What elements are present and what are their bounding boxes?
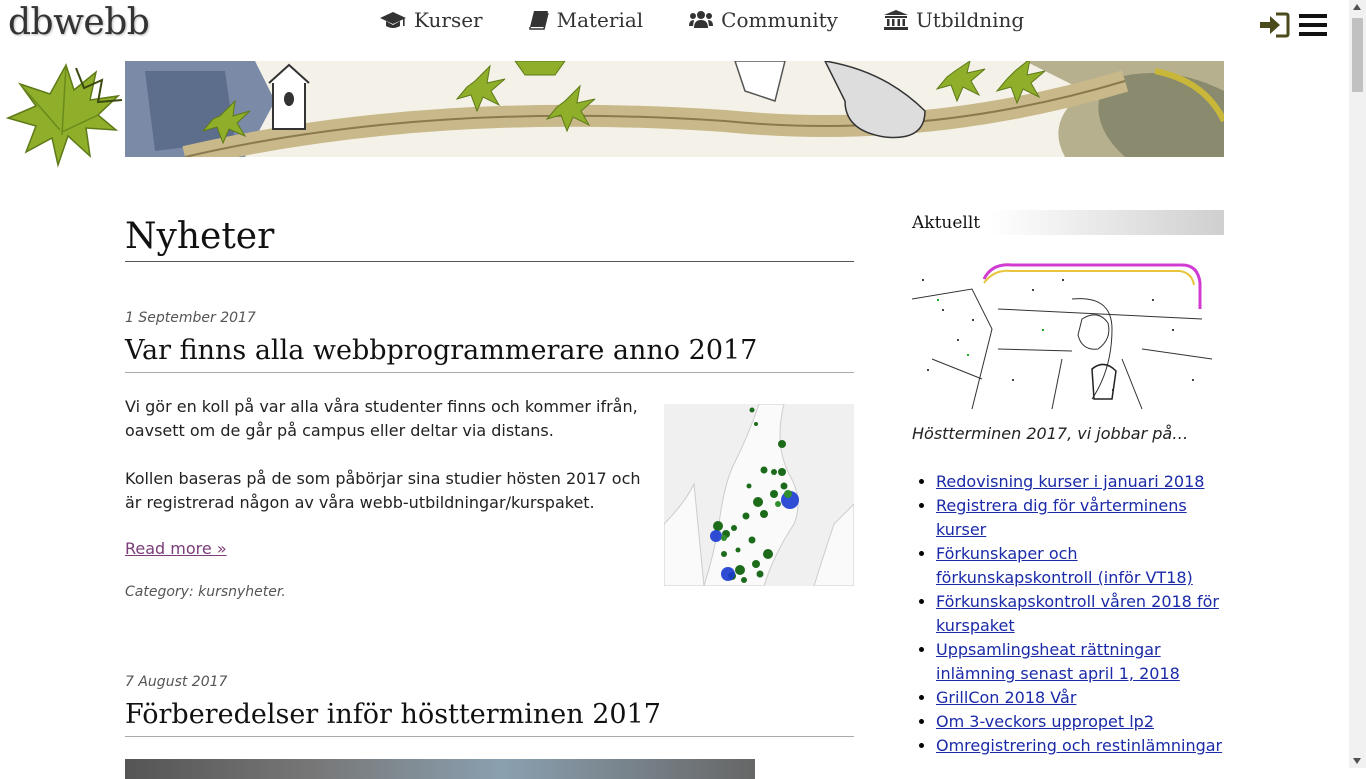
post-title[interactable]: Förberedelser inför höstterminen 2017 <box>125 699 854 737</box>
maple-leaf-icon <box>6 63 123 168</box>
post-image <box>125 759 755 779</box>
page-title: Nyheter <box>125 216 854 262</box>
news-link[interactable]: Omregistrering och restinlämningar <box>936 736 1223 755</box>
news-link[interactable]: Förkunskaper och förkunskapskontroll (in… <box>936 544 1193 587</box>
nav-kurser[interactable]: Kurser <box>380 8 483 32</box>
scroll-down-arrow[interactable] <box>1353 758 1361 764</box>
list-item: Förkunskaper och förkunskapskontroll (in… <box>936 542 1224 590</box>
list-item: Registrera dig för vårterminens kurser <box>936 494 1224 542</box>
sidebar-heading: Aktuellt <box>912 210 1224 235</box>
news-post: 7 August 2017 Förberedelser inför höstte… <box>125 674 854 779</box>
post-paragraph: Kollen baseras på de som påbörjar sina s… <box>125 469 641 512</box>
list-item: Omregistrering och restinlämningar <box>936 734 1224 758</box>
nav-utbildning[interactable]: Utbildning <box>883 8 1025 32</box>
news-link[interactable]: GrillCon 2018 Vår <box>936 688 1077 707</box>
read-more-link[interactable]: Read more » <box>125 539 227 558</box>
post-date: 7 August 2017 <box>125 674 228 690</box>
nav-community[interactable]: Community <box>689 8 838 32</box>
post-category: Category: kursnyheter. <box>125 584 286 600</box>
nav-community-label: Community <box>721 8 838 32</box>
scroll-thumb[interactable] <box>1352 18 1363 92</box>
post-date: 1 September 2017 <box>125 310 256 326</box>
graduation-cap-icon <box>380 12 406 28</box>
news-link-list: Redovisning kurser i januari 2018 Regist… <box>912 470 1224 758</box>
news-link[interactable]: Förkunskapskontroll våren 2018 för kursp… <box>936 592 1219 635</box>
book-icon <box>528 11 549 30</box>
sign-in-icon[interactable] <box>1260 12 1290 38</box>
sidebar: Aktuellt Hö <box>911 210 1224 755</box>
page-scrollbar[interactable] <box>1349 0 1366 768</box>
users-icon <box>689 11 714 28</box>
list-item: Redovisning kurser i januari 2018 <box>936 470 1224 494</box>
site-logo[interactable]: dbwebb <box>8 2 150 43</box>
institution-icon <box>883 10 908 30</box>
sweden-map-image[interactable] <box>663 403 855 587</box>
post-paragraph: Vi gör en koll på var alla våra studente… <box>125 397 638 440</box>
header-banner-image <box>125 61 1224 157</box>
nav-material[interactable]: Material <box>528 8 644 32</box>
news-link[interactable]: Registrera dig för vårterminens kurser <box>936 496 1187 539</box>
hamburger-menu-icon[interactable] <box>1298 12 1328 38</box>
sidebar-image[interactable] <box>911 259 1224 411</box>
nav-kurser-label: Kurser <box>414 8 483 32</box>
main-nav: Kurser Material Community Utbildning <box>380 8 1070 32</box>
nav-material-label: Material <box>556 8 644 32</box>
list-item: Uppsamlingsheat rättningar inlämning sen… <box>936 638 1224 686</box>
news-post: 1 September 2017 Var finns alla webbprog… <box>125 310 854 600</box>
list-item: Om 3-veckors uppropet lp2 <box>936 710 1224 734</box>
news-link[interactable]: Uppsamlingsheat rättningar inlämning sen… <box>936 640 1180 683</box>
list-item: GrillCon 2018 Vår <box>936 686 1224 710</box>
news-link[interactable]: Redovisning kurser i januari 2018 <box>936 472 1205 491</box>
sidebar-caption: Höstterminen 2017, vi jobbar på… <box>912 424 1189 443</box>
news-link[interactable]: Om 3-veckors uppropet lp2 <box>936 712 1154 731</box>
main-content: Nyheter 1 September 2017 Var finns alla … <box>125 200 855 779</box>
nav-utbildning-label: Utbildning <box>915 8 1025 32</box>
post-title[interactable]: Var finns alla webbprogrammerare anno 20… <box>125 335 854 373</box>
list-item: Förkunskapskontroll våren 2018 för kursp… <box>936 590 1224 638</box>
scroll-up-arrow[interactable] <box>1353 4 1361 10</box>
